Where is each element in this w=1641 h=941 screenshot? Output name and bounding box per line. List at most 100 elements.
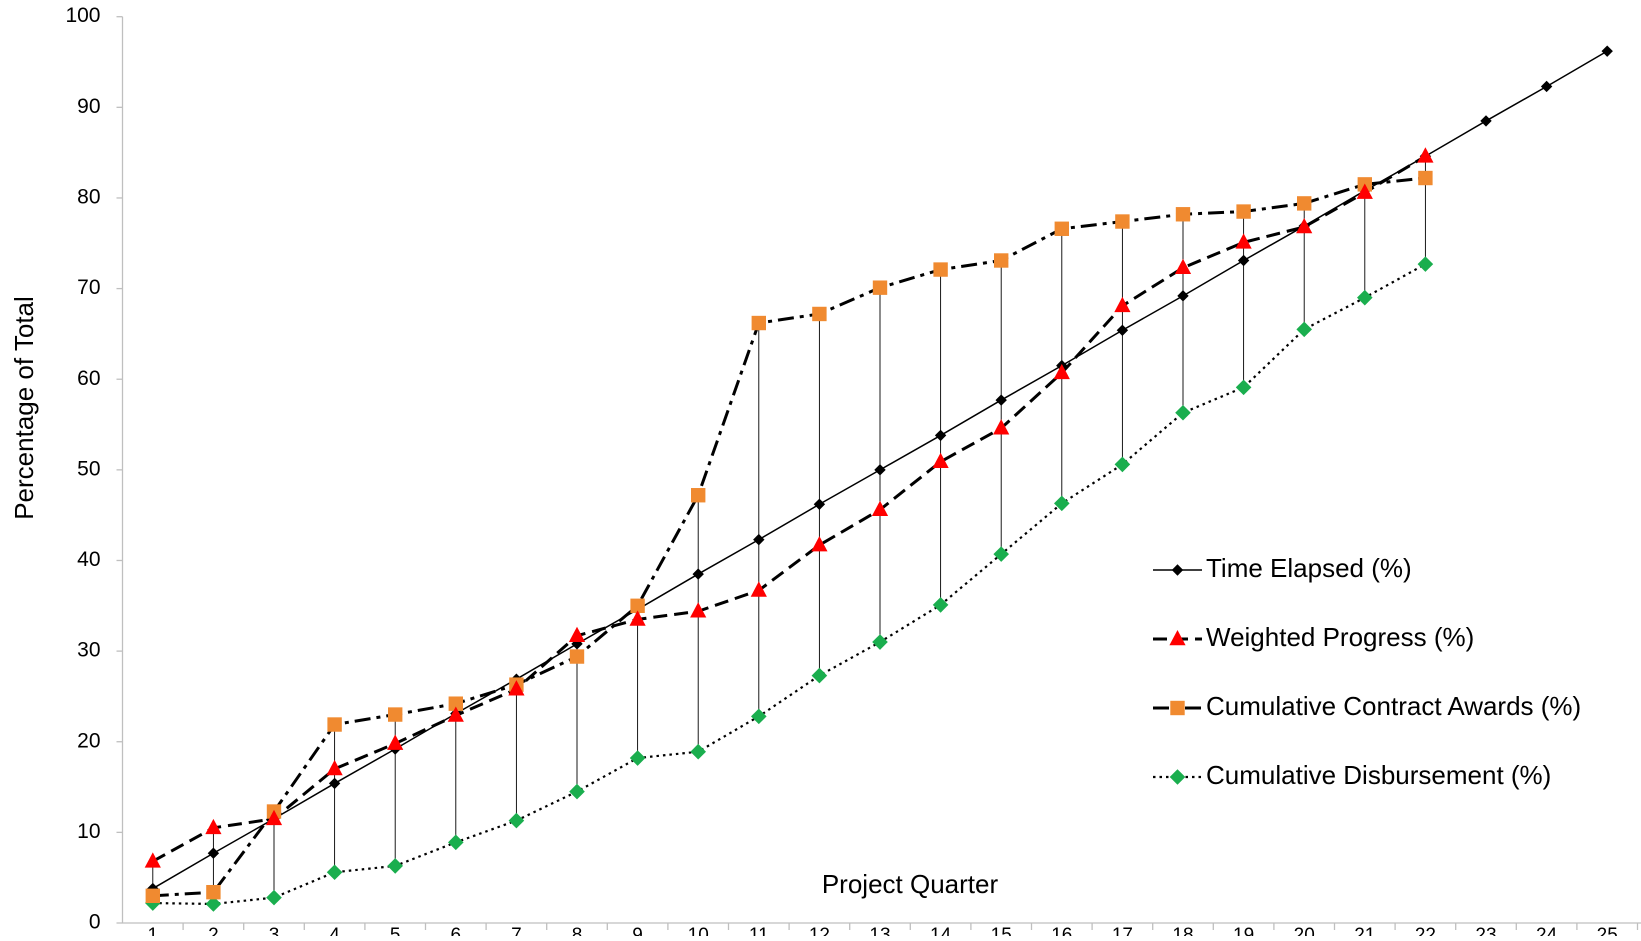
data-point: [147, 882, 159, 895]
y-tick-label: 100: [65, 4, 100, 27]
series-line: [152, 263, 1426, 906]
legend-label: Weighted Progress (%): [1206, 622, 1474, 652]
data-point: [932, 452, 949, 468]
data-point: [813, 498, 826, 510]
x-tick-label: 22: [1415, 925, 1436, 936]
data-point: [1177, 290, 1189, 302]
data-point: [751, 315, 766, 331]
data-point: [205, 896, 222, 912]
x-tick-label: 20: [1294, 925, 1315, 936]
data-point: [205, 818, 222, 835]
data-point: [266, 889, 282, 906]
x-axis-title: Project Quarter: [822, 869, 999, 899]
y-tick-label: 0: [89, 911, 101, 934]
data-point: [448, 696, 463, 711]
data-point: [994, 253, 1009, 268]
y-axis-title: Percentage of Total: [9, 296, 39, 520]
data-point: [144, 852, 161, 868]
data-point: [811, 667, 828, 684]
y-tick-label: 90: [77, 95, 100, 118]
data-point: [448, 834, 464, 851]
data-point: [1114, 456, 1131, 473]
data-point: [692, 568, 704, 580]
y-tick-label: 30: [77, 639, 100, 662]
data-point: [1175, 207, 1191, 222]
x-tick-label: 10: [688, 925, 709, 936]
legend-label: Cumulative Contract Awards (%): [1206, 691, 1581, 721]
data-point: [265, 809, 283, 826]
y-tick-label: 60: [77, 367, 100, 390]
data-point: [1114, 296, 1131, 313]
x-tick-label: 19: [1233, 925, 1254, 936]
data-point: [326, 759, 343, 776]
data-point: [569, 649, 585, 664]
x-tick-label: 24: [1536, 925, 1558, 936]
data-point: [1237, 254, 1250, 267]
data-point: [629, 750, 646, 766]
data-point: [1296, 217, 1313, 234]
data-point: [207, 847, 220, 859]
data-point: [1540, 80, 1553, 93]
x-tick-label: 9: [632, 925, 643, 936]
data-point: [995, 394, 1007, 406]
data-point: [388, 707, 403, 722]
x-tick-label: 8: [572, 925, 583, 936]
x-tick-label: 16: [1051, 925, 1072, 936]
data-point: [1296, 321, 1312, 338]
data-point: [872, 280, 888, 295]
data-point: [630, 598, 645, 613]
data-point: [812, 306, 827, 322]
x-tick-label: 13: [869, 925, 890, 936]
data-point: [145, 895, 161, 911]
series-line: [152, 176, 1426, 898]
data-point: [690, 602, 707, 618]
data-point: [690, 743, 706, 760]
data-point: [750, 581, 767, 597]
x-tick-label: 23: [1475, 925, 1496, 936]
data-point: [1235, 233, 1252, 249]
data-point: [1297, 196, 1312, 211]
x-tick-label: 4: [329, 925, 340, 936]
series-line: [152, 154, 1427, 863]
data-point: [1480, 115, 1492, 127]
data-point: [811, 536, 828, 552]
x-tick-label: 3: [269, 925, 280, 936]
y-tick-label: 80: [77, 186, 100, 209]
data-point: [508, 680, 525, 696]
x-tick-label: 5: [390, 925, 401, 936]
data-point: [447, 706, 464, 722]
data-point: [1054, 221, 1069, 236]
legend-marker: [1170, 700, 1185, 716]
x-tick-label: 2: [208, 925, 219, 936]
data-point: [691, 488, 706, 503]
data-point: [326, 864, 343, 881]
data-point: [387, 734, 404, 750]
y-tick-label: 20: [77, 729, 100, 752]
data-point: [993, 546, 1009, 562]
x-tick-label: 11: [749, 925, 769, 936]
legend-label: Time Elapsed (%): [1206, 553, 1412, 583]
data-point: [1417, 256, 1434, 272]
x-tick-label: 1: [148, 925, 159, 936]
data-point: [871, 500, 889, 517]
y-tick-label: 10: [77, 820, 100, 843]
data-point: [933, 262, 948, 277]
y-tick-label: 70: [77, 276, 100, 299]
x-tick-label: 17: [1112, 925, 1133, 936]
data-point: [508, 812, 525, 829]
data-point: [934, 429, 947, 442]
data-point: [387, 858, 403, 874]
data-point: [327, 717, 342, 732]
data-point: [993, 419, 1010, 435]
y-tick-label: 50: [77, 457, 100, 480]
data-point: [1236, 204, 1251, 219]
x-tick-label: 21: [1354, 925, 1375, 936]
x-tick-label: 6: [451, 925, 462, 936]
data-point: [1174, 258, 1192, 275]
x-tick-label: 18: [1172, 925, 1193, 936]
data-point: [1357, 289, 1373, 306]
data-point: [145, 888, 160, 904]
data-point: [1235, 379, 1252, 396]
data-point: [932, 597, 949, 613]
